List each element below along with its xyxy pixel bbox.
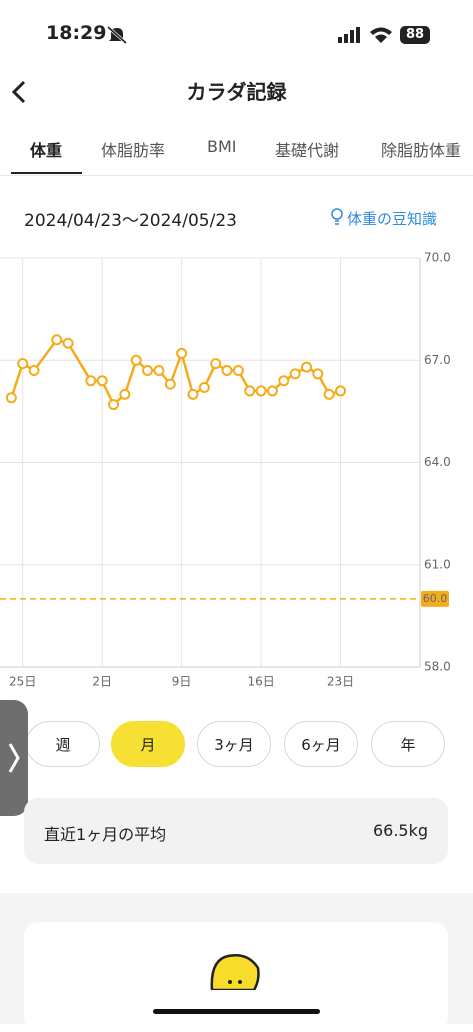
tab-underline — [11, 172, 82, 174]
tips-link[interactable]: 体重の豆知識 — [347, 210, 438, 228]
back-button[interactable] — [8, 78, 32, 106]
home-indicator — [153, 1009, 320, 1014]
bulb-icon — [331, 208, 343, 225]
tab[interactable]: 体脂肪率 — [101, 141, 166, 160]
data-point — [28, 364, 40, 376]
data-point — [210, 358, 222, 370]
data-point — [232, 364, 244, 376]
mascot-icon — [210, 954, 260, 990]
data-point — [119, 388, 131, 400]
x-tick-label: 25日 — [9, 675, 36, 689]
mute-icon — [107, 25, 127, 45]
period-button[interactable]: 週 — [26, 721, 100, 767]
y-tick-label: 58.0 — [424, 660, 451, 674]
tab[interactable]: 除脂肪体重 — [381, 141, 462, 160]
data-point — [85, 375, 97, 387]
side-arrow — [8, 743, 20, 773]
data-point — [62, 337, 74, 349]
page-title: カラダ記録 — [186, 80, 287, 104]
side-handle[interactable] — [0, 700, 28, 816]
data-point — [17, 358, 29, 370]
data-point — [244, 385, 256, 397]
data-point — [221, 364, 233, 376]
tab[interactable]: 体重 — [30, 141, 63, 160]
period-button[interactable]: 6ヶ月 — [284, 721, 358, 767]
data-point — [335, 385, 347, 397]
data-point — [176, 347, 188, 359]
tab[interactable]: BMI — [207, 137, 237, 156]
data-point — [153, 364, 165, 376]
y-tick-label: 61.0 — [424, 557, 451, 571]
x-tick-label: 9日 — [172, 675, 192, 689]
data-point — [5, 392, 17, 404]
tab[interactable]: 基礎代謝 — [275, 141, 340, 160]
period-button[interactable]: 月 — [111, 721, 185, 767]
data-point — [300, 361, 312, 373]
data-point — [108, 399, 120, 411]
data-point — [312, 368, 324, 380]
x-tick-label: 2日 — [92, 675, 112, 689]
data-point — [164, 378, 176, 390]
data-point — [142, 364, 154, 376]
data-point — [289, 368, 301, 380]
period-button[interactable]: 年 — [371, 721, 445, 767]
data-point — [187, 388, 199, 400]
battery: 88 — [400, 26, 430, 44]
x-tick-label: 23日 — [327, 675, 354, 689]
average-label: 直近1ヶ月の平均 — [44, 825, 167, 844]
average-value: 66.5kg — [372, 821, 428, 840]
y-tick-label: 67.0 — [424, 353, 451, 367]
target-label-box — [421, 590, 449, 607]
chart: 58.0 61.0 64.0 67.0 70.0 25日 2日 9日 16日 23日 60.0 — [0, 251, 451, 689]
period-button[interactable]: 3ヶ月 — [197, 721, 271, 767]
y-tick-label: 64.0 — [424, 455, 451, 469]
data-point — [130, 354, 142, 366]
data-point — [255, 385, 267, 397]
data-point — [51, 334, 63, 346]
target-label: 60.0 — [423, 592, 448, 605]
data-point — [96, 375, 108, 387]
x-tick-label: 16日 — [247, 675, 274, 689]
data-point — [278, 375, 290, 387]
date-range: 2024/04/23〜2024/05/23 — [24, 211, 237, 231]
data-line — [10, 338, 341, 407]
average-card: 直近1ヶ月の平均 66.5kg — [24, 798, 448, 864]
time: 18:29 — [46, 22, 107, 44]
data-point — [266, 385, 278, 397]
signal-wifi — [338, 27, 392, 43]
divider — [0, 175, 473, 176]
y-tick-label: 70.0 — [424, 251, 451, 265]
data-point — [323, 388, 335, 400]
data-point — [198, 382, 210, 394]
